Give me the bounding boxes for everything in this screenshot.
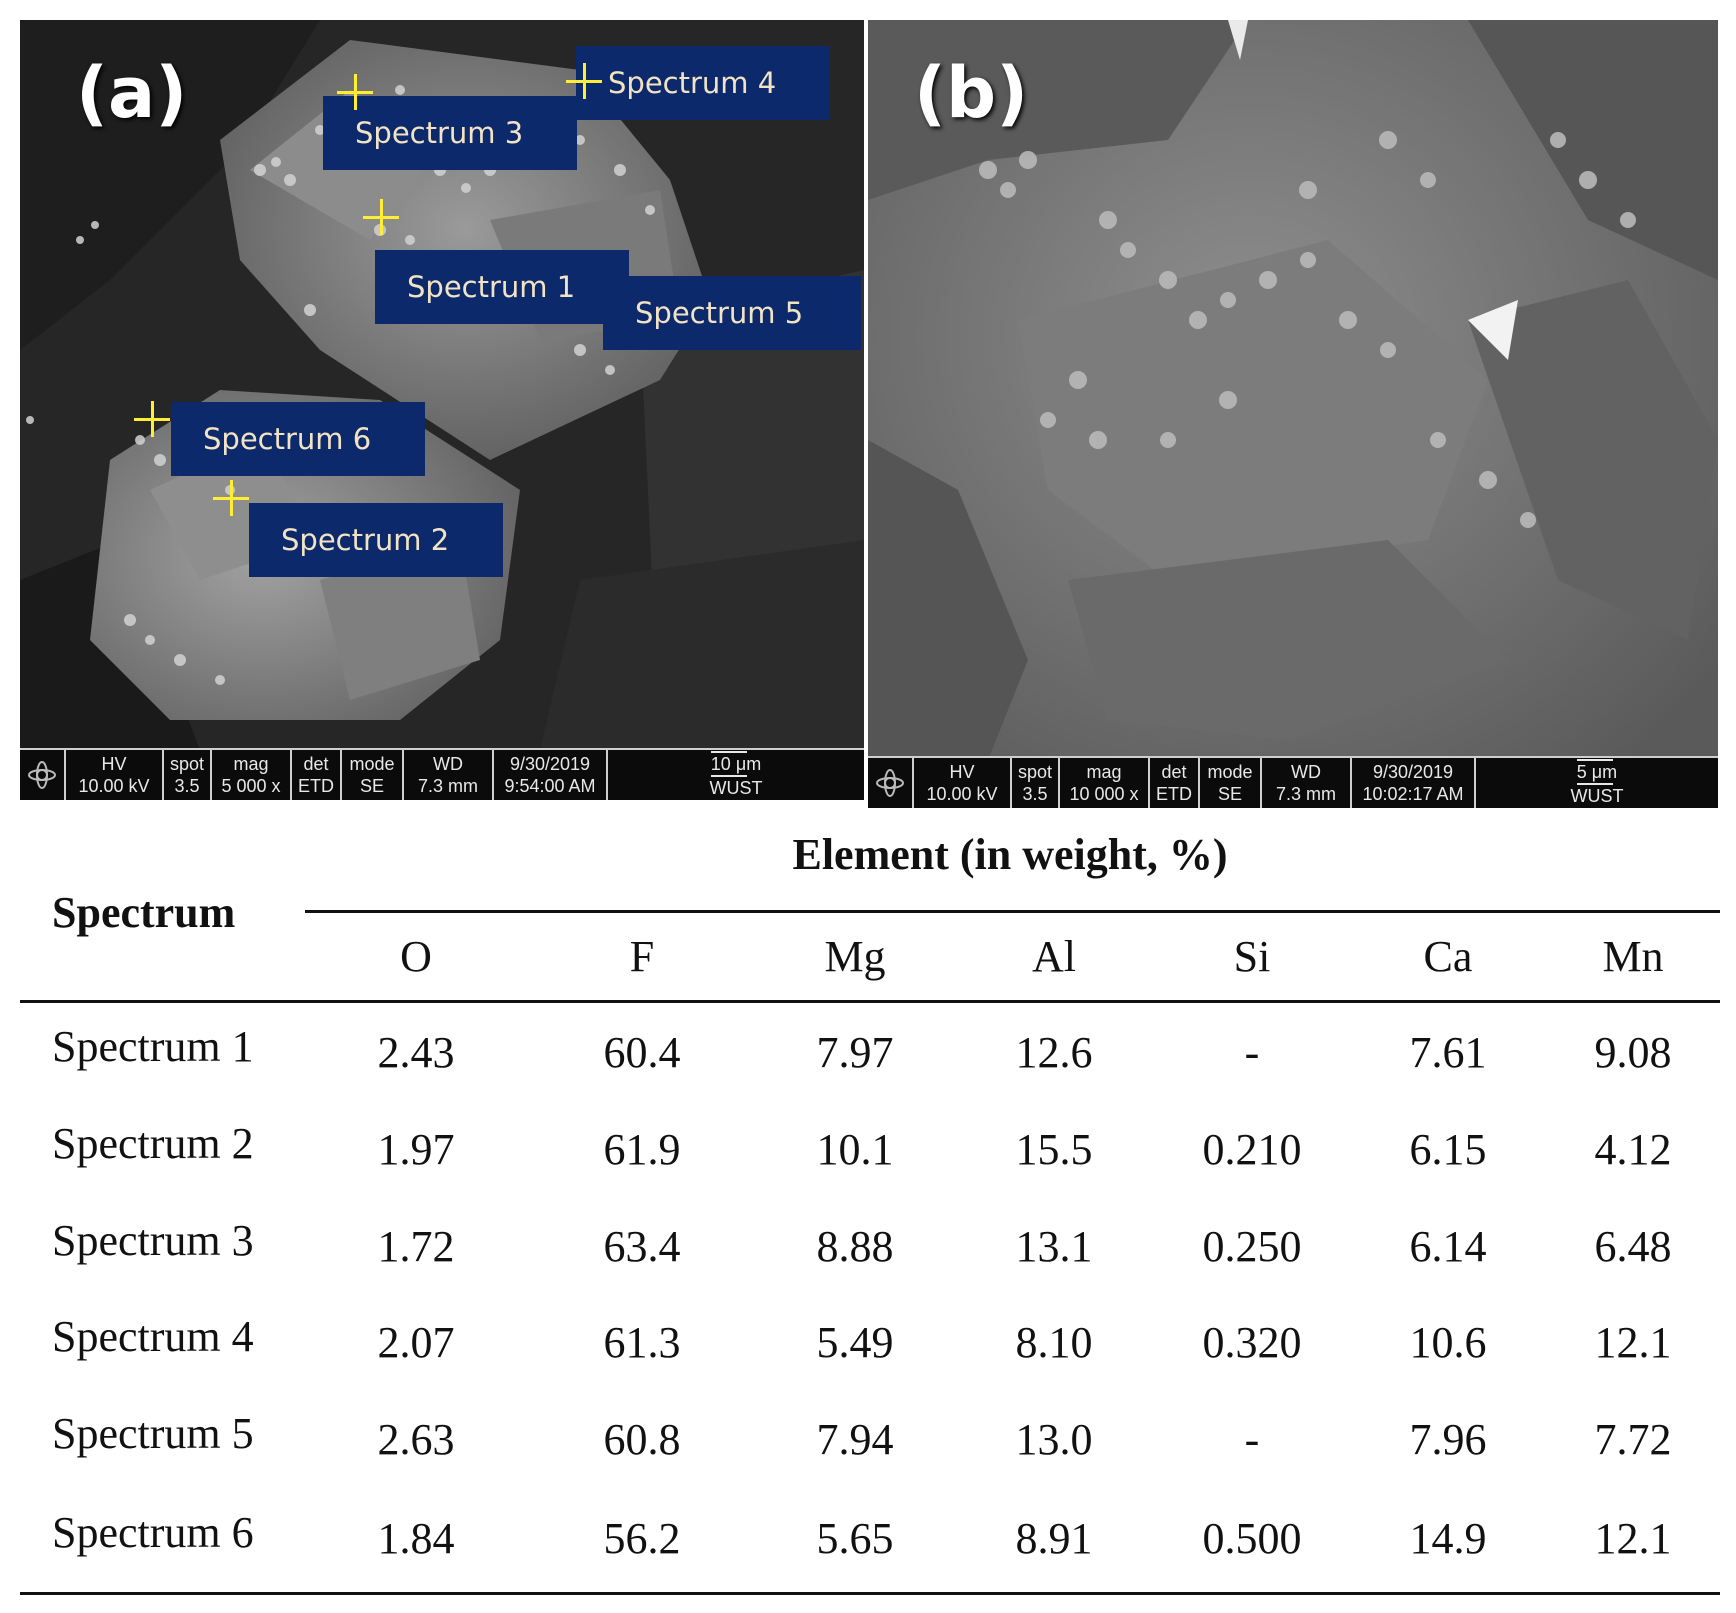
table-cell: 13.1 (1015, 1222, 1093, 1271)
table-cell: 7.61 (1409, 1028, 1487, 1077)
table-cell: 8.91 (1015, 1514, 1093, 1563)
scale-bar-cell: 10 μm WUST (608, 750, 864, 800)
column-header: Ca (1423, 932, 1473, 981)
header-bottom-rule (20, 1000, 1720, 1003)
table-cell: 61.3 (603, 1318, 681, 1367)
spectrum-2-marker (213, 480, 249, 516)
spot-cell: spot 3.5 (1012, 758, 1060, 808)
table-cell: 6.48 (1594, 1222, 1672, 1271)
table-cell: 60.8 (603, 1415, 681, 1464)
panel-label-a: (a) (76, 52, 188, 134)
datetime-cell: 9/30/2019 10:02:17 AM (1352, 758, 1476, 808)
table-bottom-rule (20, 1592, 1720, 1595)
table-cell: 63.4 (603, 1222, 681, 1271)
table-cell: 6.15 (1409, 1125, 1487, 1174)
table-cell: 8.88 (816, 1222, 894, 1271)
row-label: Spectrum 6 (52, 1508, 254, 1557)
table-cell: 1.84 (377, 1514, 455, 1563)
table-cell: 0.210 (1202, 1125, 1302, 1174)
table-cell: 13.0 (1015, 1415, 1093, 1464)
table-cell: 10.6 (1409, 1318, 1487, 1367)
table-cell: 12.6 (1015, 1028, 1093, 1077)
panel-label-b: (b) (914, 52, 1029, 134)
spectrum-2-label: Spectrum 2 (249, 503, 503, 577)
table-cell: 60.4 (603, 1028, 681, 1077)
sem-image-panel-a: (a) Spectrum 4 Spectrum 3 Spectrum 1 Spe… (20, 20, 864, 800)
spot-cell: spot 3.5 (164, 750, 212, 800)
table-cell: - (1244, 1415, 1260, 1464)
row-label: Spectrum 4 (52, 1312, 254, 1361)
mode-cell: mode SE (342, 750, 404, 800)
table-cell: 6.14 (1409, 1222, 1487, 1271)
row-label: Spectrum 3 (52, 1216, 254, 1265)
table-cell: 1.97 (377, 1125, 455, 1174)
spectrum-1-marker (363, 199, 399, 235)
spectrum-3-label: Spectrum 3 (323, 96, 577, 170)
mag-cell: mag 5 000 x (212, 750, 292, 800)
table-cell: 61.9 (603, 1125, 681, 1174)
table-cell: 10.1 (816, 1125, 894, 1174)
group-header-element: Element (in weight, %) (792, 830, 1228, 879)
column-header: Mn (1602, 932, 1664, 981)
table-cell: 8.10 (1015, 1318, 1093, 1367)
row-label: Spectrum 2 (52, 1119, 254, 1168)
det-cell: det ETD (292, 750, 342, 800)
spectrum-4-label: Spectrum 4 (576, 46, 830, 120)
table-cell: 5.65 (816, 1514, 894, 1563)
scale-bar-cell: 5 μm WUST (1476, 758, 1718, 808)
table-cell: 12.1 (1594, 1514, 1672, 1563)
table-cell: 2.43 (377, 1028, 455, 1077)
table-cell: 7.94 (816, 1415, 894, 1464)
table-cell: 7.97 (816, 1028, 894, 1077)
column-header: F (629, 932, 655, 981)
datetime-cell: 9/30/2019 9:54:00 AM (494, 750, 608, 800)
table-cell: 2.07 (377, 1318, 455, 1367)
column-header: Si (1233, 932, 1271, 981)
spectrum-1-label: Spectrum 1 (375, 250, 629, 324)
table-cell: 5.49 (816, 1318, 894, 1367)
spectrum-3-marker (337, 74, 373, 110)
group-header-rule (305, 910, 1720, 913)
sem-info-bar-b: HV 10.00 kV spot 3.5 mag 10 000 x det ETD mo… (868, 756, 1718, 808)
table-cell: 7.72 (1594, 1415, 1672, 1464)
table-cell: 0.320 (1202, 1318, 1302, 1367)
sem-info-bar-a: HV 10.00 kV spot 3.5 mag 5 000 x det ETD mod… (20, 748, 864, 800)
fei-logo-icon (20, 750, 66, 800)
table-cell: 15.5 (1015, 1125, 1093, 1174)
row-header-spectrum: Spectrum (52, 888, 236, 937)
table-cell: 0.500 (1202, 1514, 1302, 1563)
table-cell: 7.96 (1409, 1415, 1487, 1464)
column-header: O (400, 932, 432, 981)
sem-micrograph-b (868, 20, 1718, 808)
hv-cell: HV 10.00 kV (914, 758, 1012, 808)
spectrum-6-marker (134, 401, 170, 437)
spectrum-6-label: Spectrum 6 (171, 402, 425, 476)
table-cell: 56.2 (603, 1514, 681, 1563)
table-cell: - (1244, 1028, 1260, 1077)
mode-cell: mode SE (1200, 758, 1262, 808)
spectrum-5-label: Spectrum 5 (603, 276, 861, 350)
column-header: Mg (824, 932, 886, 981)
table-cell: 12.1 (1594, 1318, 1672, 1367)
det-cell: det ETD (1150, 758, 1200, 808)
table-cell: 4.12 (1594, 1125, 1672, 1174)
mag-cell: mag 10 000 x (1060, 758, 1150, 808)
table-cell: 9.08 (1594, 1028, 1672, 1077)
wd-cell: WD 7.3 mm (1262, 758, 1352, 808)
table-cell: 1.72 (377, 1222, 455, 1271)
row-label: Spectrum 5 (52, 1409, 254, 1458)
table-cell: 14.9 (1409, 1514, 1487, 1563)
column-header: Al (1032, 932, 1076, 981)
fei-logo-icon (868, 758, 914, 808)
spectrum-4-marker (566, 63, 602, 99)
sem-image-panel-b: (b) HV 10.00 kV spot 3.5 mag 10 000 x det ET… (868, 20, 1718, 808)
table-cell: 0.250 (1202, 1222, 1302, 1271)
hv-cell: HV 10.00 kV (66, 750, 164, 800)
wd-cell: WD 7.3 mm (404, 750, 494, 800)
row-label: Spectrum 1 (52, 1022, 254, 1071)
table-cell: 2.63 (377, 1415, 455, 1464)
